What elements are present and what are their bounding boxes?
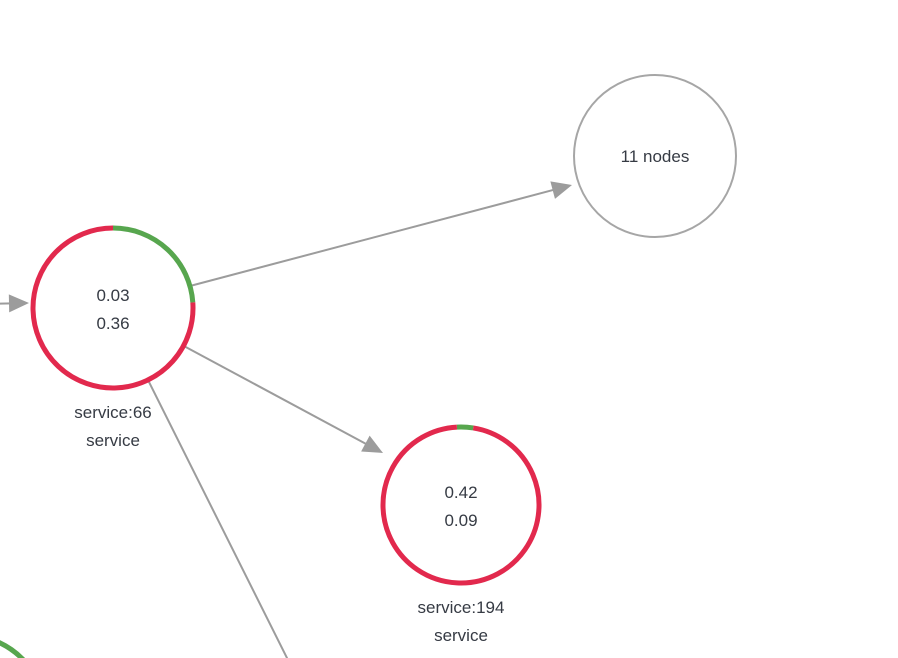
arrowhead-icon (8, 294, 29, 313)
edges-layer (0, 181, 572, 658)
edge-line (147, 379, 289, 658)
node-subtitle-label: service (86, 431, 140, 450)
node-body[interactable] (383, 427, 539, 583)
arrowhead-icon (361, 435, 383, 453)
edge-line (0, 302, 13, 305)
node-main-stat: 0.42 (444, 483, 477, 502)
node-service-66[interactable]: 0.03 0.36 service:66 service (30, 225, 196, 450)
nodes-layer: 0.03 0.36 service:66 service 0.42 0.09 service… (0, 74, 737, 658)
node-title-label: service:194 (418, 598, 505, 617)
hidden-nodes-count-label: 11 nodes (621, 147, 690, 166)
node-service-194[interactable]: 0.42 0.09 service:194 service (380, 424, 542, 645)
node-border-arc-red (30, 225, 196, 391)
edge-service66-to-offscreen-bottom[interactable] (147, 379, 292, 658)
node-main-stat: 0.03 (96, 286, 129, 305)
edge-service66-to-service194[interactable] (181, 344, 383, 453)
node-border-arc-green (456, 424, 474, 431)
edge-line (181, 344, 369, 446)
node-secondary-stat: 0.09 (444, 511, 477, 530)
edge-incoming-left[interactable] (0, 294, 29, 313)
node-offscreen-node-bottom-left[interactable] (0, 635, 46, 658)
node-title-label: service:66 (74, 403, 151, 422)
node-body[interactable] (33, 228, 193, 388)
edge-line (189, 188, 556, 287)
node-body[interactable] (574, 75, 736, 237)
arrowhead-icon (550, 181, 572, 199)
node-hidden-nodes-group[interactable]: 11 nodes (573, 74, 737, 238)
node-border-arc-red (380, 424, 542, 586)
node-subtitle-label: service (434, 626, 488, 645)
edge-service66-to-hidden-group[interactable] (189, 181, 572, 287)
node-secondary-stat: 0.36 (96, 314, 129, 333)
node-border-arc-muted_border (573, 74, 737, 238)
node-border-arc-green (112, 225, 196, 303)
